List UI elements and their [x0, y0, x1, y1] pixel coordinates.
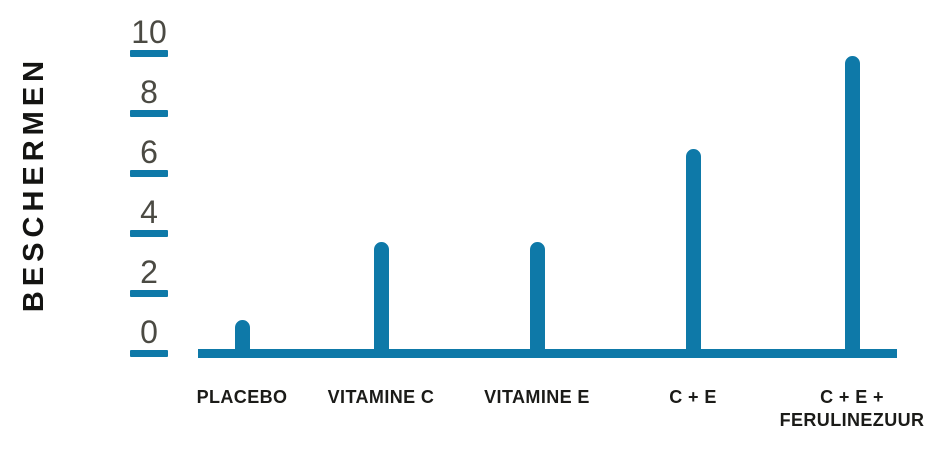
bar-3 [685, 149, 701, 358]
bar-1 [373, 242, 389, 358]
x-axis-label-3: C + E [669, 387, 717, 407]
y-tick-mark [130, 289, 168, 297]
x-axis-line [198, 349, 897, 358]
y-tick-label: 8 [140, 73, 158, 110]
y-tick-mark [130, 169, 168, 177]
x-axis-label-2: VITAMINE E [484, 387, 590, 407]
y-tick-label: 6 [140, 133, 158, 170]
x-axis-label-1: VITAMINE C [327, 387, 435, 407]
y-tick-label: 4 [140, 193, 158, 230]
y-tick-label: 0 [140, 313, 158, 350]
y-tick: 8 [130, 74, 168, 117]
y-tick: 4 [130, 194, 168, 237]
y-tick-mark [130, 49, 168, 57]
bar-4 [844, 56, 860, 358]
y-tick: 6 [130, 134, 168, 177]
x-axis-label-0: PLACEBO [196, 387, 288, 407]
y-tick-label: 10 [131, 13, 167, 50]
bar-2 [529, 242, 545, 358]
y-tick: 0 [130, 314, 168, 357]
y-axis-title: BESCHERMEN [18, 55, 50, 313]
y-tick-mark [130, 229, 168, 237]
y-tick-label: 2 [140, 253, 158, 290]
x-axis-label-4: C + E + FERULINEZUUR [779, 387, 925, 431]
y-tick-mark [130, 349, 168, 357]
bar-0 [234, 320, 250, 358]
y-tick: 10 [130, 14, 168, 57]
y-tick-mark [130, 109, 168, 117]
y-tick: 2 [130, 254, 168, 297]
